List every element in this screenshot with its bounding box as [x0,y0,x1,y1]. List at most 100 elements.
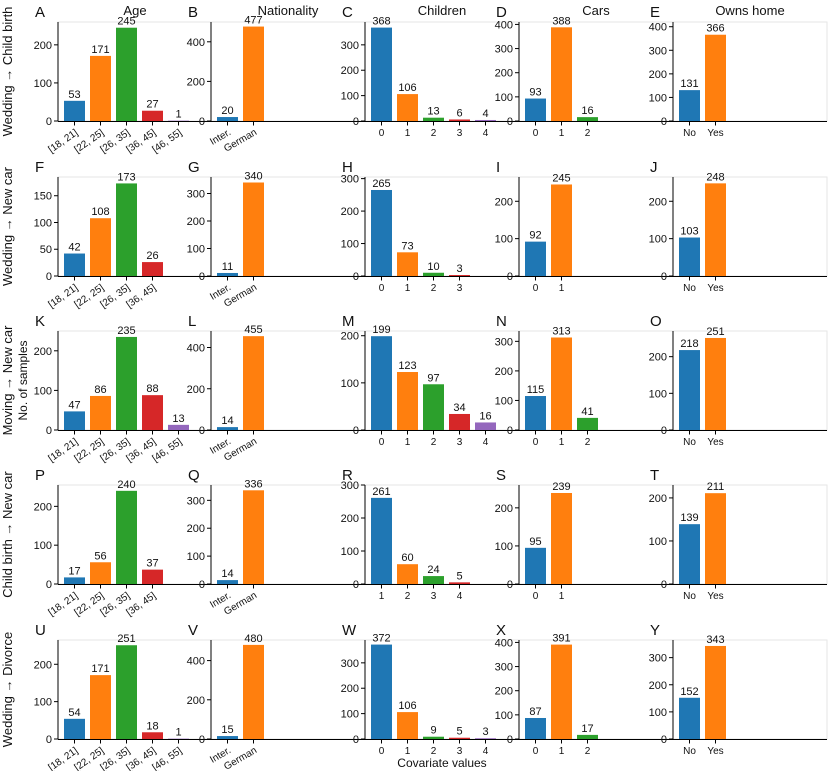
y-tick-label: 100 [34,78,52,90]
y-tick-label: 300 [649,45,667,57]
bar [423,272,444,276]
x-tick-label: No [683,746,696,757]
bar [679,350,700,430]
y-tick-label: 0 [199,271,205,283]
y-tick-label: 200 [649,196,667,208]
y-tick-label: 300 [341,658,359,670]
data-label: 171 [91,663,109,675]
y-tick-label: 100 [495,92,513,104]
panel-J: J 0 100 200 103 No 248 Yes [649,159,828,294]
x-tick-label: 3 [457,437,463,448]
x-tick-label: 2 [585,746,591,757]
x-tick-label: 1 [379,591,385,602]
x-tick-label: 2 [405,591,411,602]
data-label: 1 [175,109,181,121]
x-tick-label: 0 [533,746,539,757]
bar [217,736,238,739]
panel-S: S 0 100 200 95 0 239 1 [495,467,674,602]
panel-letter: V [188,622,198,639]
x-tick-label: 0 [379,283,385,294]
y-tick-label: 100 [495,234,513,246]
y-axis-label: No. of samples [16,340,30,420]
bar [371,336,392,430]
y-tick-label: 200 [187,384,205,396]
y-tick-label: 100 [649,388,667,400]
y-tick-label: 200 [495,366,513,378]
bar [397,94,418,121]
bar [397,252,418,276]
y-tick-label: 100 [187,244,205,256]
data-label: 171 [91,44,109,56]
data-label: 131 [680,78,698,90]
y-tick-label: 400 [187,37,205,49]
x-tick-label: 1 [405,437,411,448]
x-tick-label: Yes [707,283,723,294]
data-label: 14 [221,415,233,427]
y-tick-label: 0 [46,425,52,437]
data-label: 9 [430,725,436,737]
y-tick-label: 300 [495,44,513,56]
x-tick-label: 1 [405,128,411,139]
panel-O: O 0 100 200 218 No 251 Yes [649,313,828,448]
x-tick-label: No [683,437,696,448]
data-label: 10 [427,261,439,273]
data-label: 37 [146,558,158,570]
x-tick-label: 0 [533,437,539,448]
bar [525,547,546,584]
data-label: 391 [552,633,570,645]
x-tick-label: 4 [483,437,489,448]
x-tick-label: 3 [457,128,463,139]
y-tick-label: 200 [495,686,513,698]
bar [449,275,470,276]
panel-E: E 0 100 200 300 400 131 No 366 Yes [649,4,828,139]
y-tick-label: 100 [495,541,513,553]
plot-area [210,330,366,431]
data-label: 92 [529,230,541,242]
panel-letter: G [188,159,200,176]
bar [371,497,392,584]
y-tick-label: 0 [199,425,205,437]
bar [423,736,444,739]
y-tick-label: 200 [187,523,205,535]
y-tick-label: 200 [187,695,205,707]
data-label: 372 [372,633,390,645]
y-tick-label: 0 [661,734,667,746]
x-tick-label: 1 [405,283,411,294]
x-tick-label: 2 [431,746,437,757]
panel-letter: D [496,4,507,21]
data-label: 211 [707,481,725,493]
data-label: 245 [552,172,570,184]
bar [577,117,598,121]
x-tick-label: 0 [533,591,539,602]
y-tick-label: 300 [341,480,359,492]
y-tick-label: 0 [46,734,52,746]
bar [371,644,392,739]
bar [423,576,444,584]
data-label: 17 [581,723,593,735]
y-tick-label: 200 [341,65,359,77]
y-tick-label: 0 [199,116,205,128]
bar [90,562,111,584]
bar [679,524,700,584]
bar [217,580,238,584]
y-tick-label: 100 [341,709,359,721]
data-label: 251 [706,326,724,338]
panel-M: M 0 100 200 199 0 123 1 97 2 34 3 16 4 [341,313,520,448]
data-label: 3 [456,263,462,275]
y-tick-label: 200 [187,76,205,88]
data-label: 106 [398,700,416,712]
data-label: 42 [68,242,80,254]
bar [217,117,238,121]
y-tick-label: 100 [34,697,52,709]
panel-letter: H [342,159,353,176]
data-label: 343 [706,634,724,646]
x-tick-label: 2 [585,437,591,448]
bar [371,27,392,121]
bar [475,422,496,430]
data-label: 336 [244,478,262,490]
y-tick-label: 200 [341,513,359,525]
y-tick-label: 200 [649,352,667,364]
